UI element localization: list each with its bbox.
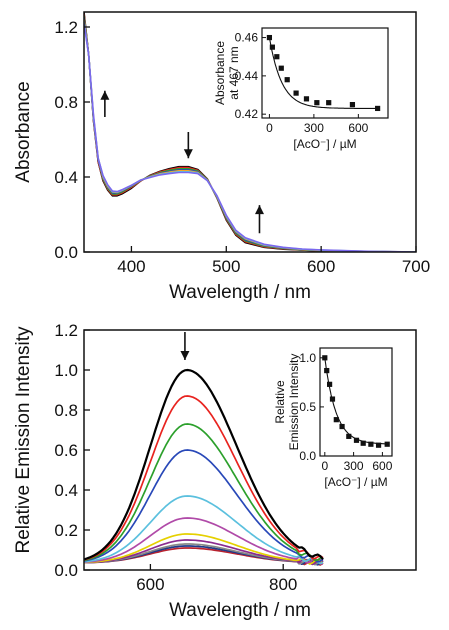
absorbance-inset-fit-line	[268, 37, 378, 109]
absorbance-y-axis-title: Absorbance	[13, 81, 34, 182]
absorbance-inset-y-axis-title: Absorbance at 467 nm	[213, 41, 241, 105]
emission-inset-point	[329, 396, 336, 402]
arrow-head	[254, 205, 264, 215]
emission-series-line-7	[84, 539, 324, 566]
absorbance-inset-x-tick-label: 600	[348, 121, 368, 135]
emission-inset-y-axis-title-line: Emission Intensity	[287, 354, 301, 451]
absorbance-chart: 400 500 600 700 0.0 0.4 0.8 1.2 Wavelength / nm A…	[13, 11, 430, 303]
emission-inset-point	[322, 355, 328, 361]
emission-series-line-5	[84, 517, 324, 566]
emission-inset-point	[375, 442, 382, 448]
absorbance-inset-y-axis-title-line: at 467 nm	[227, 46, 241, 99]
emission-inset-y-axis-title: Relative Emission Intensity	[273, 354, 301, 451]
emission-series-line-0	[84, 368, 324, 561]
arrow-head	[100, 90, 110, 100]
absorbance-x-tick-label: 500	[212, 257, 240, 276]
absorbance-inset-frame	[261, 27, 389, 119]
absorbance-inset-point	[269, 44, 275, 50]
absorbance-y-tick-label: 0.4	[54, 168, 78, 187]
emission-inset-point	[339, 423, 345, 430]
absorbance-x-tick-label: 400	[117, 257, 145, 276]
absorbance-inset-point	[284, 77, 290, 83]
emission-inset-y-tick-label: 0.5	[299, 400, 316, 414]
emission-x-axis-title: Wavelength / nm	[169, 600, 311, 621]
absorbance-inset: 0 300 600 0.42 0.44 0.46 [AcO⁻] / µM Absorbance…	[213, 27, 389, 151]
absorbance-series-group	[84, 12, 416, 252]
emission-x-tick-label: 800	[269, 575, 297, 594]
absorbance-inset-y-tick-label: 0.44	[235, 69, 259, 83]
emission-inset-point	[333, 417, 339, 423]
absorbance-inset-point	[293, 90, 299, 96]
emission-inset-point	[353, 437, 360, 443]
absorbance-y-tick-label: 0.8	[54, 93, 78, 112]
emission-inset-y-tick-label: 0.0	[299, 449, 316, 463]
emission-chart: 600 800 0.0 0.2 0.4 0.6 0.8 1.0 1.2 Wavelength / …	[13, 321, 417, 621]
emission-series-line-4	[84, 495, 324, 565]
emission-y-tick-label: 1.0	[54, 361, 78, 380]
emission-series-line-3	[84, 449, 324, 563]
absorbance-inset-point	[349, 101, 356, 108]
emission-y-axis-title: Relative Emission Intensity	[13, 326, 34, 554]
emission-inset-x-tick-label: 0	[321, 459, 328, 473]
emission-series-line-1	[84, 395, 324, 561]
absorbance-inset-x-tick-label: 0	[266, 121, 273, 135]
absorbance-inset-x-axis-title: [AcO⁻] / µM	[293, 137, 356, 151]
emission-x-tick-label: 600	[136, 575, 164, 594]
emission-inset-point	[384, 441, 390, 447]
emission-inset-point	[327, 381, 333, 387]
emission-inset-point	[324, 367, 330, 374]
absorbance-inset-y-tick-label: 0.42	[235, 107, 259, 121]
absorbance-inset-point	[266, 34, 273, 41]
absorbance-inset-point	[274, 54, 280, 60]
absorbance-inset-point	[314, 100, 320, 106]
emission-inset-x-tick-label: 600	[372, 459, 392, 473]
emission-y-tick-label: 1.2	[54, 321, 78, 340]
absorbance-y-tick-label: 1.2	[54, 18, 78, 37]
arrow-head	[180, 351, 190, 360]
absorbance-inset-point	[278, 65, 284, 71]
emission-inset-point	[368, 441, 374, 447]
absorbance-series-line-6	[84, 23, 416, 252]
emission-series-line-6	[84, 533, 324, 565]
emission-inset-x-tick-label: 300	[344, 459, 364, 473]
absorbance-inset-y-tick-label: 0.46	[235, 31, 259, 45]
emission-inset-point	[346, 433, 352, 439]
absorbance-inset-point	[375, 105, 381, 112]
emission-y-tick-label: 0.6	[54, 441, 78, 460]
emission-y-tick-label: 0.2	[54, 521, 78, 540]
emission-inset-y-tick-label: 1.0	[299, 351, 316, 365]
absorbance-x-axis-title: Wavelength / nm	[169, 282, 311, 303]
emission-series-line-2	[84, 423, 324, 562]
absorbance-inset-x-tick-label: 300	[304, 121, 324, 135]
emission-inset: 0 300 600 0.0 0.5 1.0 [AcO⁻] / µM Relative Emiss…	[273, 347, 393, 489]
emission-y-tick-label: 0.0	[54, 561, 78, 580]
emission-y-tick-label: 0.8	[54, 401, 78, 420]
emission-y-tick-label: 0.4	[54, 481, 78, 500]
absorbance-inset-point	[303, 96, 310, 102]
absorbance-inset-y-axis-title-line: Absorbance	[213, 41, 227, 105]
emission-inset-x-axis-title: [AcO⁻] / µM	[324, 475, 387, 489]
emission-inset-point	[360, 440, 366, 446]
absorbance-x-tick-label: 700	[402, 257, 430, 276]
emission-inset-y-axis-title-line: Relative	[273, 380, 287, 424]
absorbance-plot-frame	[83, 11, 417, 253]
absorbance-y-tick-label: 0.0	[54, 243, 78, 262]
arrow-head	[183, 149, 193, 159]
absorbance-x-tick-label: 600	[307, 257, 335, 276]
absorbance-inset-point	[326, 100, 332, 106]
emission-series-group	[84, 368, 324, 566]
